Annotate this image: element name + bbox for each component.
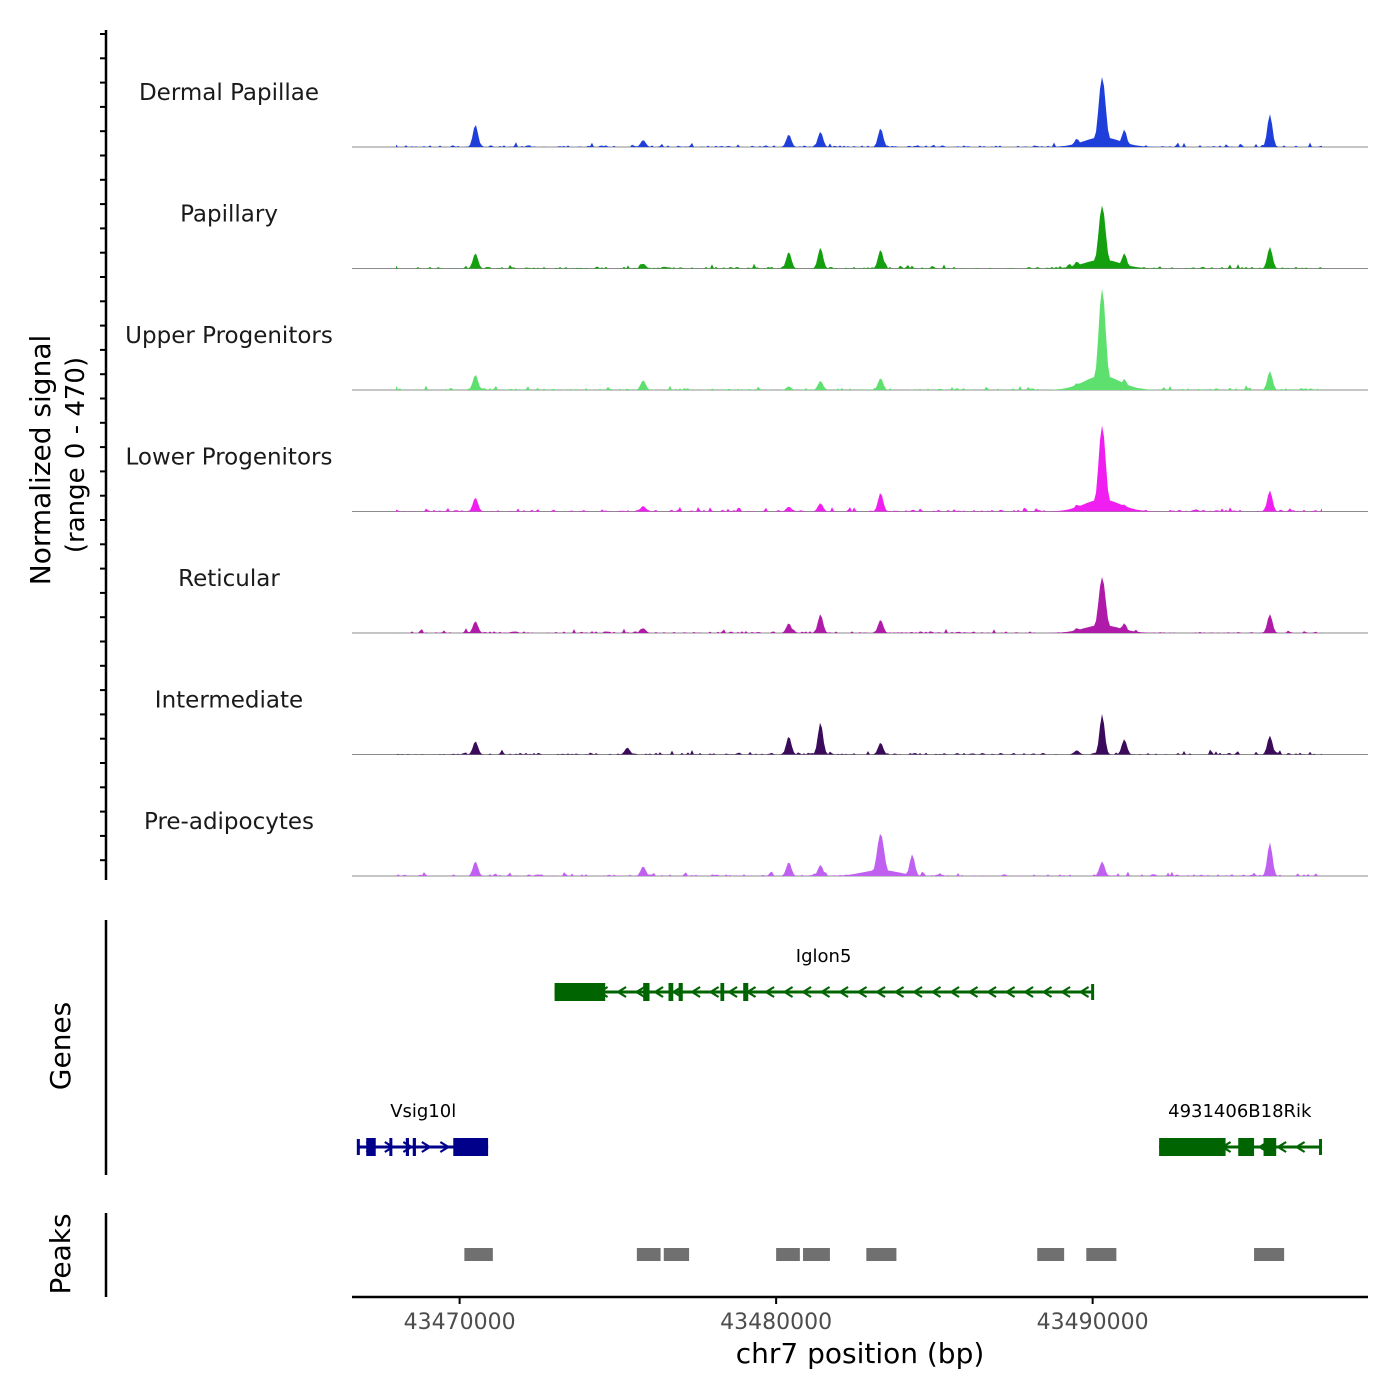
signal-area-reticular <box>396 577 1322 633</box>
signal-area-dermal-papillae <box>396 77 1322 147</box>
gene-exon <box>453 1138 489 1156</box>
peak-region <box>866 1248 897 1261</box>
gene-strand-chevron <box>1004 986 1016 998</box>
gene-exon <box>678 983 683 1001</box>
gene-strand-chevron <box>819 986 831 998</box>
track-label-pre-adipocytes: Pre-adipocytes <box>144 809 314 835</box>
gene-strand-chevron <box>615 986 627 998</box>
gene-label-iglon5: Iglon5 <box>796 946 852 967</box>
gene-exon <box>643 983 650 1001</box>
signal-area-papillary <box>396 205 1322 269</box>
gene-exon <box>1263 1138 1277 1156</box>
gene-vsig10l: Vsig10l <box>356 1101 489 1156</box>
peak-region <box>1037 1248 1065 1261</box>
gene-label-vsig10l: Vsig10l <box>390 1101 456 1122</box>
gene-strand-chevron <box>1041 986 1053 998</box>
genes-panel: Iglon5 Vsig10l 4931406B18Rik <box>104 920 1323 1175</box>
signal-area-upper-progenitors <box>396 288 1322 390</box>
peak-region <box>803 1248 830 1261</box>
gene-exon <box>668 983 674 1001</box>
gene-exon <box>554 983 606 1001</box>
gene-strand-chevron <box>874 986 886 998</box>
gene-strand-chevron <box>893 986 905 998</box>
peak-region <box>636 1248 661 1261</box>
x-tick-label: 43490000 <box>1037 1310 1149 1335</box>
gene-exon <box>1238 1138 1255 1156</box>
gene-strand-chevron <box>708 986 720 998</box>
track-papillary: Papillary <box>180 202 1368 269</box>
peak-region <box>663 1248 690 1261</box>
peaks-panel <box>104 1213 1285 1297</box>
gene-iglon5: Iglon5 <box>554 946 1095 1001</box>
gene-4931406b18rik: 4931406B18Rik <box>1159 1101 1323 1156</box>
genes-panel-label: Genes <box>44 1002 77 1090</box>
peak-region <box>1254 1248 1285 1261</box>
gene-exon <box>389 1138 393 1156</box>
x-axis-title: chr7 position (bp) <box>736 1337 985 1370</box>
peak-region <box>776 1248 800 1261</box>
gene-strand-chevron <box>1276 1141 1287 1153</box>
track-label-lower-progenitors: Lower Progenitors <box>126 445 333 471</box>
gene-strand-chevron <box>1022 986 1034 998</box>
track-upper-progenitors: Upper Progenitors <box>125 288 1368 391</box>
gene-strand-chevron <box>856 986 868 998</box>
x-tick-label: 43470000 <box>404 1310 516 1335</box>
gene-strand-chevron <box>985 986 997 998</box>
gene-exon <box>405 1138 409 1156</box>
gene-strand-chevron <box>652 986 664 998</box>
gene-exon <box>743 983 749 1001</box>
gene-strand-chevron <box>763 986 775 998</box>
track-label-dermal-papillae: Dermal Papillae <box>139 80 319 106</box>
gene-exon <box>366 1138 376 1156</box>
gene-strand-chevron <box>634 986 646 998</box>
peak-region <box>464 1248 493 1261</box>
track-lower-progenitors: Lower Progenitors <box>126 425 1368 512</box>
gene-strand-chevron <box>439 1141 451 1153</box>
gene-strand-chevron <box>800 986 812 998</box>
peak-region <box>1086 1248 1117 1261</box>
gene-strand-chevron <box>948 986 960 998</box>
gene-exon <box>1159 1138 1226 1156</box>
gene-strand-chevron <box>911 986 923 998</box>
x-axis: 43470000 43480000 43490000 <box>352 1295 1368 1335</box>
signal-area-lower-progenitors <box>396 425 1322 512</box>
gene-label-4931406b18rik: 4931406B18Rik <box>1168 1101 1312 1122</box>
signal-area-pre-adipocytes <box>396 833 1322 876</box>
track-label-intermediate: Intermediate <box>155 688 303 714</box>
track-intermediate: Intermediate <box>155 688 1368 755</box>
y-axis-title-line2: (range 0 - 470) <box>61 357 91 553</box>
gene-strand-chevron <box>726 986 738 998</box>
signal-area-intermediate <box>396 713 1322 755</box>
gene-strand-chevron <box>967 986 979 998</box>
track-label-papillary: Papillary <box>180 202 278 228</box>
gene-strand-chevron <box>1078 986 1090 998</box>
gene-exon <box>412 1138 416 1156</box>
track-pre-adipocytes: Pre-adipocytes <box>144 809 1368 877</box>
gene-strand-chevron <box>689 986 701 998</box>
gene-strand-chevron <box>1059 986 1071 998</box>
track-dermal-papillae: Dermal Papillae <box>139 77 1368 148</box>
track-label-upper-progenitors: Upper Progenitors <box>125 323 333 349</box>
peaks-panel-label: Peaks <box>44 1213 77 1294</box>
gene-strand-chevron <box>384 1141 395 1153</box>
gene-strand-chevron <box>1294 1141 1306 1153</box>
gene-strand-chevron <box>930 986 942 998</box>
signal-tracks: Dermal Papillae Papillary Upper Progenitor… <box>100 30 1368 880</box>
track-reticular: Reticular <box>178 566 1368 634</box>
y-axis-title-line1: Normalized signal <box>24 335 57 586</box>
gene-strand-chevron <box>782 986 794 998</box>
gene-exon <box>720 983 725 1001</box>
x-tick-label: 43480000 <box>720 1310 832 1335</box>
track-label-reticular: Reticular <box>178 566 280 592</box>
gene-strand-chevron <box>837 986 849 998</box>
gene-strand-chevron <box>421 1141 432 1153</box>
